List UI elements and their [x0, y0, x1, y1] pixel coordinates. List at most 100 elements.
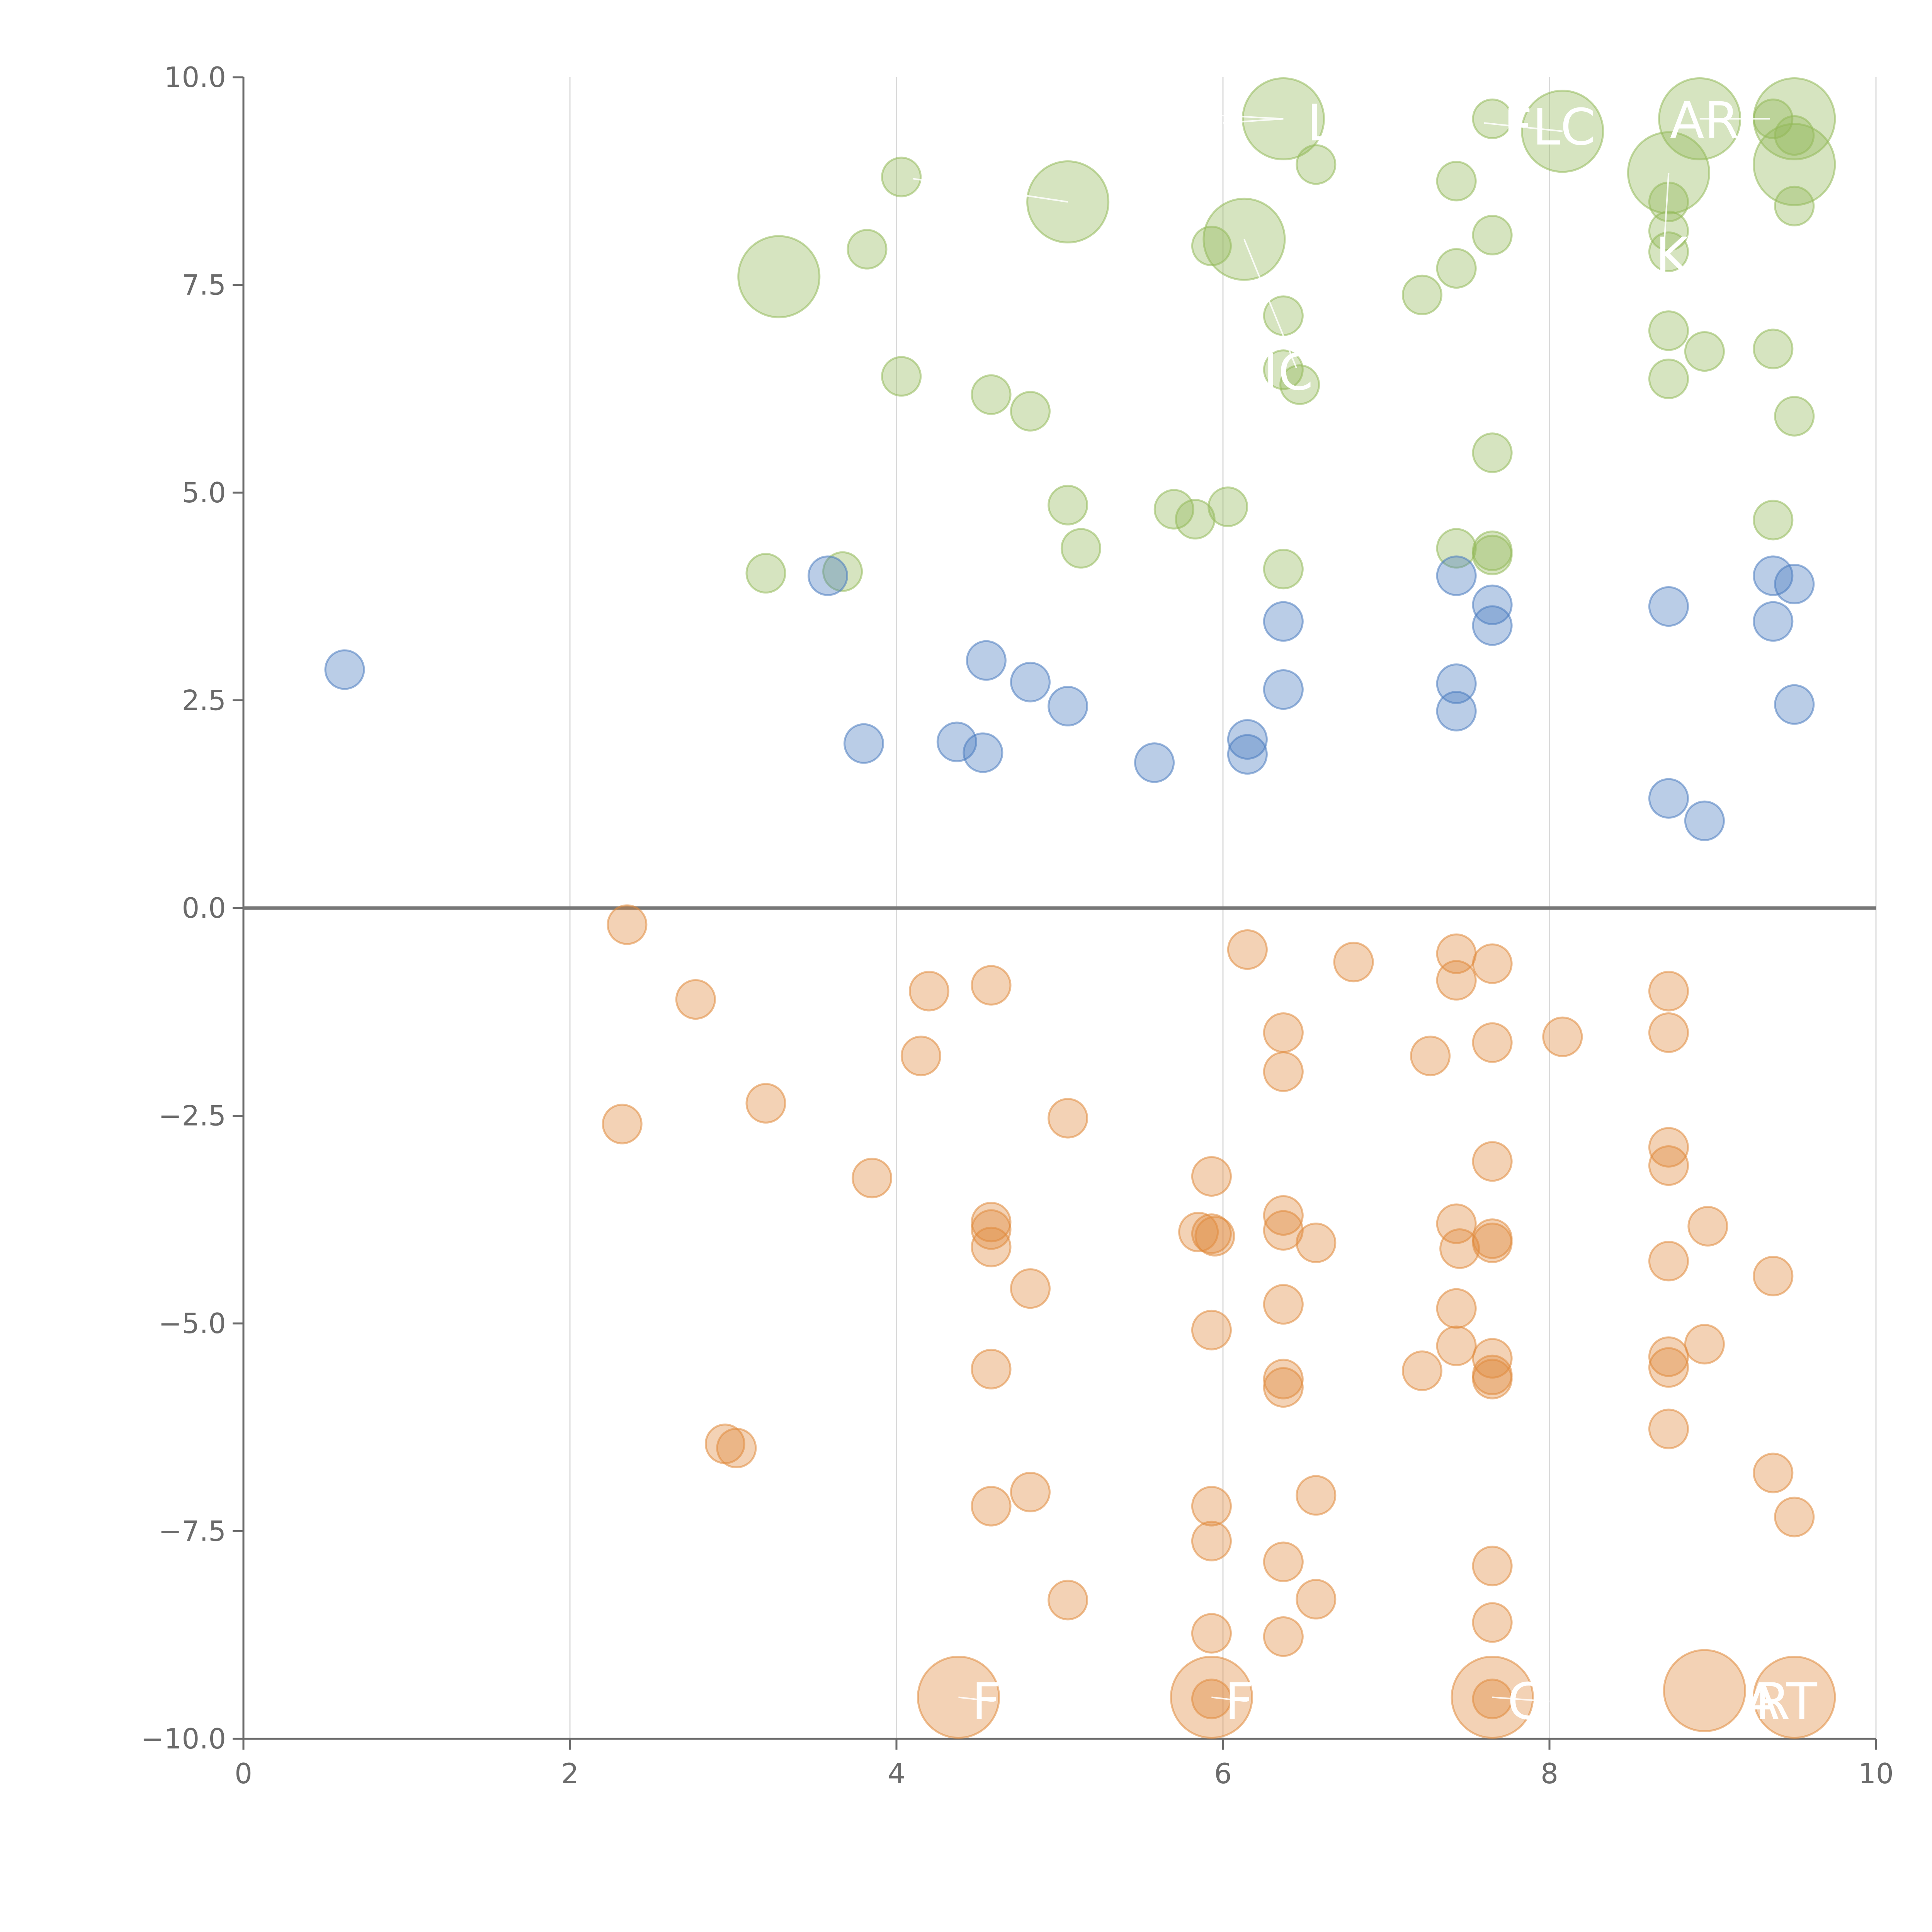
orange-bubble — [1263, 1359, 1304, 1400]
orange-bubble — [1472, 1602, 1513, 1643]
orange-bubble — [1296, 1475, 1337, 1516]
green-bubble — [1648, 211, 1689, 252]
green-bubble — [1684, 331, 1725, 372]
orange-bubble — [1263, 1367, 1304, 1408]
blue-bubble — [1648, 586, 1689, 627]
orange-bubble — [1436, 960, 1477, 1001]
orange-bubble — [602, 1104, 643, 1145]
green-bubble — [1774, 185, 1815, 226]
orange-bubble — [1648, 1347, 1689, 1388]
green-bubble — [1648, 310, 1689, 351]
blue-bubble — [1774, 564, 1815, 604]
blue-bubble — [1648, 778, 1689, 819]
blue-bubble — [1227, 719, 1268, 760]
orange-bubble — [1191, 1310, 1232, 1350]
orange-bubble — [1648, 1241, 1689, 1282]
y-tick-label: 0.0 — [182, 892, 226, 924]
callout-line — [1223, 118, 1284, 124]
x-tick-label: 2 — [561, 1757, 579, 1790]
y-tick-label: 5.0 — [182, 476, 226, 509]
orange-bubble — [1648, 971, 1689, 1012]
callout-line — [1484, 122, 1563, 132]
green-bubble — [1153, 489, 1194, 530]
green-bubble — [1753, 123, 1836, 206]
orange-bubble — [1472, 1338, 1513, 1379]
green-bubble — [1753, 328, 1794, 369]
orange-bubble — [1648, 1145, 1689, 1186]
green-bubble — [1401, 274, 1442, 315]
data-label: F — [1225, 1672, 1254, 1731]
orange-bubble — [1472, 1141, 1513, 1182]
orange-bubble — [1436, 1325, 1477, 1366]
orange-bubble — [900, 1036, 941, 1077]
orange-bubble — [675, 979, 716, 1020]
green-bubble — [1774, 396, 1815, 437]
green-bubble — [1060, 528, 1101, 569]
x-tick-label: 6 — [1214, 1757, 1232, 1790]
orange-bubble — [1010, 1268, 1051, 1309]
y-tick-label: 7.5 — [182, 269, 226, 301]
blue-bubble — [1753, 555, 1794, 596]
y-tick-label: 2.5 — [182, 684, 226, 717]
orange-bubble — [1401, 1350, 1442, 1391]
data-label: JC — [1260, 343, 1313, 401]
orange-bubble — [1648, 1408, 1689, 1449]
orange-bubble — [1227, 929, 1268, 970]
green-bubble — [1296, 144, 1337, 185]
orange-bubble — [1191, 1613, 1232, 1654]
orange-bubble — [1178, 1212, 1219, 1252]
green-bubble — [1010, 391, 1051, 432]
data-label: K — [1655, 226, 1689, 285]
blue-bubble — [1134, 742, 1175, 783]
points-layer — [324, 77, 1836, 1739]
callout-line — [1492, 1696, 1550, 1702]
orange-bubble — [1263, 1051, 1304, 1092]
x-tick-label: 8 — [1541, 1757, 1558, 1790]
y-tick-label: −2.5 — [158, 1100, 226, 1132]
orange-bubble — [1263, 1541, 1304, 1582]
orange-bubble — [1648, 1012, 1689, 1053]
blue-bubble — [844, 723, 884, 764]
green-bubble — [1472, 432, 1513, 473]
green-bubble — [1436, 161, 1477, 202]
orange-bubble — [1191, 1520, 1232, 1561]
data-label: A — [1745, 1672, 1779, 1731]
orange-bubble — [1333, 942, 1374, 983]
green-bubble — [1208, 486, 1248, 527]
blue-bubble — [1472, 605, 1513, 646]
orange-bubble — [1191, 1486, 1232, 1527]
y-tick-label: −7.5 — [158, 1515, 226, 1548]
blue-bubble — [1774, 684, 1815, 725]
orange-bubble — [1753, 1255, 1794, 1296]
orange-bubble — [1010, 1471, 1051, 1512]
green-bubble — [1472, 215, 1513, 255]
x-tick-label: 10 — [1858, 1757, 1894, 1790]
callout-line — [1206, 114, 1284, 120]
green-bubble — [1436, 248, 1477, 289]
orange-bubble — [607, 904, 648, 945]
orange-bubble — [1542, 1016, 1583, 1057]
orange-bubble — [852, 1158, 893, 1199]
green-bubble — [1279, 364, 1320, 405]
orange-bubble — [971, 1486, 1012, 1527]
orange-bubble — [1263, 1616, 1304, 1657]
blue-bubble — [808, 555, 849, 596]
blue-bubble — [1436, 555, 1477, 596]
orange-bubble — [909, 971, 949, 1012]
blue-bubble — [1472, 584, 1513, 625]
callout-line — [1663, 173, 1670, 252]
orange-bubble — [1263, 1210, 1304, 1251]
orange-bubble — [1472, 1359, 1513, 1400]
green-bubble — [1048, 485, 1088, 526]
green-bubble — [1472, 99, 1513, 139]
orange-bubble — [1263, 1012, 1304, 1053]
orange-bubble — [1436, 1288, 1477, 1329]
green-bubble — [1263, 549, 1304, 590]
orange-bubble — [1648, 1336, 1689, 1377]
callout-line — [958, 1696, 995, 1702]
orange-bubble — [1194, 1216, 1235, 1257]
orange-bubble — [1191, 1213, 1232, 1254]
orange-bubble — [971, 965, 1012, 1006]
